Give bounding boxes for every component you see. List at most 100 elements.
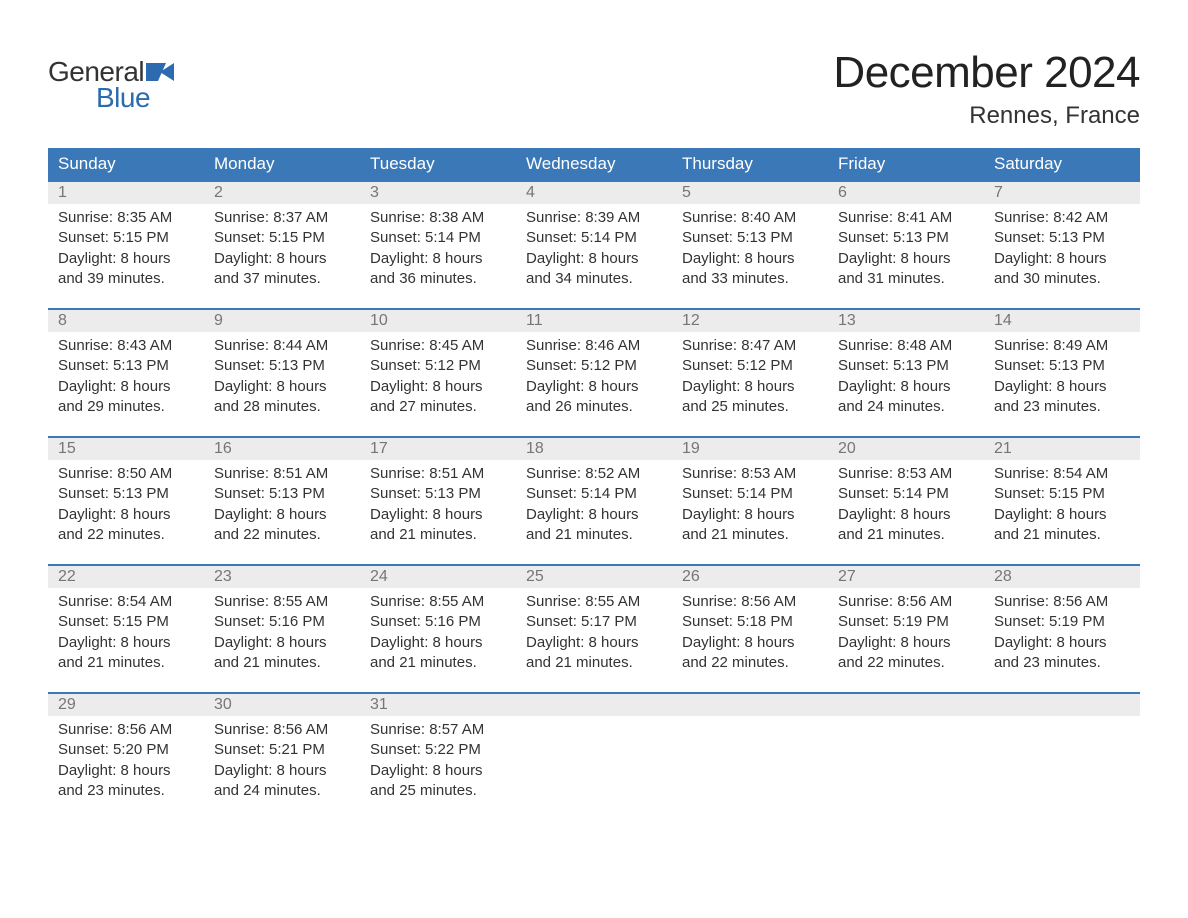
day-number: 23 [204, 568, 360, 586]
sunset-text: Sunset: 5:12 PM [370, 356, 510, 376]
daylight-text-line2: and 25 minutes. [682, 397, 822, 417]
weekday-header: Friday [828, 154, 984, 174]
daylight-text-line1: Daylight: 8 hours [214, 633, 354, 653]
sunset-text: Sunset: 5:13 PM [214, 484, 354, 504]
day-number: 16 [204, 440, 360, 458]
sunset-text: Sunset: 5:20 PM [58, 740, 198, 760]
daylight-text-line2: and 23 minutes. [994, 653, 1134, 673]
sunrise-text: Sunrise: 8:37 AM [214, 208, 354, 228]
day-detail: Sunrise: 8:57 AMSunset: 5:22 PMDaylight:… [360, 720, 516, 808]
day-detail: Sunrise: 8:55 AMSunset: 5:17 PMDaylight:… [516, 592, 672, 680]
daylight-text-line2: and 22 minutes. [214, 525, 354, 545]
day-detail-row: Sunrise: 8:50 AMSunset: 5:13 PMDaylight:… [48, 460, 1140, 560]
sunrise-text: Sunrise: 8:56 AM [58, 720, 198, 740]
sunset-text: Sunset: 5:18 PM [682, 612, 822, 632]
daylight-text-line1: Daylight: 8 hours [370, 761, 510, 781]
day-detail: Sunrise: 8:53 AMSunset: 5:14 PMDaylight:… [828, 464, 984, 552]
day-number: 4 [516, 184, 672, 202]
daylight-text-line1: Daylight: 8 hours [682, 633, 822, 653]
daylight-text-line1: Daylight: 8 hours [526, 249, 666, 269]
day-detail: Sunrise: 8:53 AMSunset: 5:14 PMDaylight:… [672, 464, 828, 552]
sunrise-text: Sunrise: 8:53 AM [838, 464, 978, 484]
sunrise-text: Sunrise: 8:48 AM [838, 336, 978, 356]
day-detail: Sunrise: 8:55 AMSunset: 5:16 PMDaylight:… [204, 592, 360, 680]
daylight-text-line2: and 37 minutes. [214, 269, 354, 289]
day-detail: Sunrise: 8:41 AMSunset: 5:13 PMDaylight:… [828, 208, 984, 296]
day-detail: Sunrise: 8:44 AMSunset: 5:13 PMDaylight:… [204, 336, 360, 424]
day-number: 20 [828, 440, 984, 458]
daylight-text-line2: and 23 minutes. [994, 397, 1134, 417]
day-number: 27 [828, 568, 984, 586]
daylight-text-line2: and 25 minutes. [370, 781, 510, 801]
sunset-text: Sunset: 5:22 PM [370, 740, 510, 760]
day-number: 28 [984, 568, 1140, 586]
daylight-text-line2: and 21 minutes. [58, 653, 198, 673]
day-number: 2 [204, 184, 360, 202]
calendar-week: 15161718192021Sunrise: 8:50 AMSunset: 5:… [48, 436, 1140, 560]
daylight-text-line1: Daylight: 8 hours [58, 505, 198, 525]
sunset-text: Sunset: 5:13 PM [994, 228, 1134, 248]
sunrise-text: Sunrise: 8:56 AM [994, 592, 1134, 612]
day-number: 14 [984, 312, 1140, 330]
day-number: 10 [360, 312, 516, 330]
sunrise-text: Sunrise: 8:51 AM [214, 464, 354, 484]
day-detail [672, 720, 828, 808]
daylight-text-line1: Daylight: 8 hours [994, 633, 1134, 653]
sunset-text: Sunset: 5:14 PM [370, 228, 510, 248]
daylight-text-line1: Daylight: 8 hours [994, 377, 1134, 397]
day-detail-row: Sunrise: 8:35 AMSunset: 5:15 PMDaylight:… [48, 204, 1140, 304]
day-number: 7 [984, 184, 1140, 202]
sunrise-text: Sunrise: 8:54 AM [994, 464, 1134, 484]
sunrise-text: Sunrise: 8:53 AM [682, 464, 822, 484]
sunrise-text: Sunrise: 8:55 AM [526, 592, 666, 612]
location-label: Rennes, France [833, 102, 1140, 130]
sunset-text: Sunset: 5:12 PM [526, 356, 666, 376]
daylight-text-line2: and 39 minutes. [58, 269, 198, 289]
logo: General Blue [48, 48, 174, 114]
daylight-text-line1: Daylight: 8 hours [526, 377, 666, 397]
daylight-text-line2: and 31 minutes. [838, 269, 978, 289]
daylight-text-line2: and 21 minutes. [370, 653, 510, 673]
day-detail: Sunrise: 8:46 AMSunset: 5:12 PMDaylight:… [516, 336, 672, 424]
day-detail: Sunrise: 8:56 AMSunset: 5:18 PMDaylight:… [672, 592, 828, 680]
day-detail [984, 720, 1140, 808]
calendar-week: 891011121314Sunrise: 8:43 AMSunset: 5:13… [48, 308, 1140, 432]
day-number: 31 [360, 696, 516, 714]
sunset-text: Sunset: 5:13 PM [58, 356, 198, 376]
day-number: 1 [48, 184, 204, 202]
daylight-text-line2: and 21 minutes. [214, 653, 354, 673]
sunset-text: Sunset: 5:13 PM [838, 356, 978, 376]
day-number: 26 [672, 568, 828, 586]
sunset-text: Sunset: 5:14 PM [526, 228, 666, 248]
sunset-text: Sunset: 5:14 PM [838, 484, 978, 504]
calendar-week: 22232425262728Sunrise: 8:54 AMSunset: 5:… [48, 564, 1140, 688]
daylight-text-line2: and 21 minutes. [526, 653, 666, 673]
sunrise-text: Sunrise: 8:55 AM [214, 592, 354, 612]
day-detail: Sunrise: 8:48 AMSunset: 5:13 PMDaylight:… [828, 336, 984, 424]
daylight-text-line1: Daylight: 8 hours [214, 505, 354, 525]
sunset-text: Sunset: 5:13 PM [214, 356, 354, 376]
day-number: 13 [828, 312, 984, 330]
day-number: 17 [360, 440, 516, 458]
sunrise-text: Sunrise: 8:43 AM [58, 336, 198, 356]
daylight-text-line2: and 22 minutes. [838, 653, 978, 673]
day-detail: Sunrise: 8:39 AMSunset: 5:14 PMDaylight:… [516, 208, 672, 296]
sunset-text: Sunset: 5:15 PM [214, 228, 354, 248]
daylight-text-line1: Daylight: 8 hours [214, 249, 354, 269]
sunset-text: Sunset: 5:15 PM [58, 228, 198, 248]
sunrise-text: Sunrise: 8:50 AM [58, 464, 198, 484]
day-detail: Sunrise: 8:55 AMSunset: 5:16 PMDaylight:… [360, 592, 516, 680]
day-detail-row: Sunrise: 8:43 AMSunset: 5:13 PMDaylight:… [48, 332, 1140, 432]
sunset-text: Sunset: 5:16 PM [214, 612, 354, 632]
day-number: 9 [204, 312, 360, 330]
weekday-header: Monday [204, 154, 360, 174]
day-detail: Sunrise: 8:51 AMSunset: 5:13 PMDaylight:… [204, 464, 360, 552]
sunrise-text: Sunrise: 8:42 AM [994, 208, 1134, 228]
day-detail: Sunrise: 8:52 AMSunset: 5:14 PMDaylight:… [516, 464, 672, 552]
sunrise-text: Sunrise: 8:45 AM [370, 336, 510, 356]
daylight-text-line1: Daylight: 8 hours [526, 633, 666, 653]
daylight-text-line2: and 33 minutes. [682, 269, 822, 289]
title-block: December 2024 Rennes, France [833, 48, 1140, 130]
daylight-text-line1: Daylight: 8 hours [370, 633, 510, 653]
day-detail: Sunrise: 8:51 AMSunset: 5:13 PMDaylight:… [360, 464, 516, 552]
